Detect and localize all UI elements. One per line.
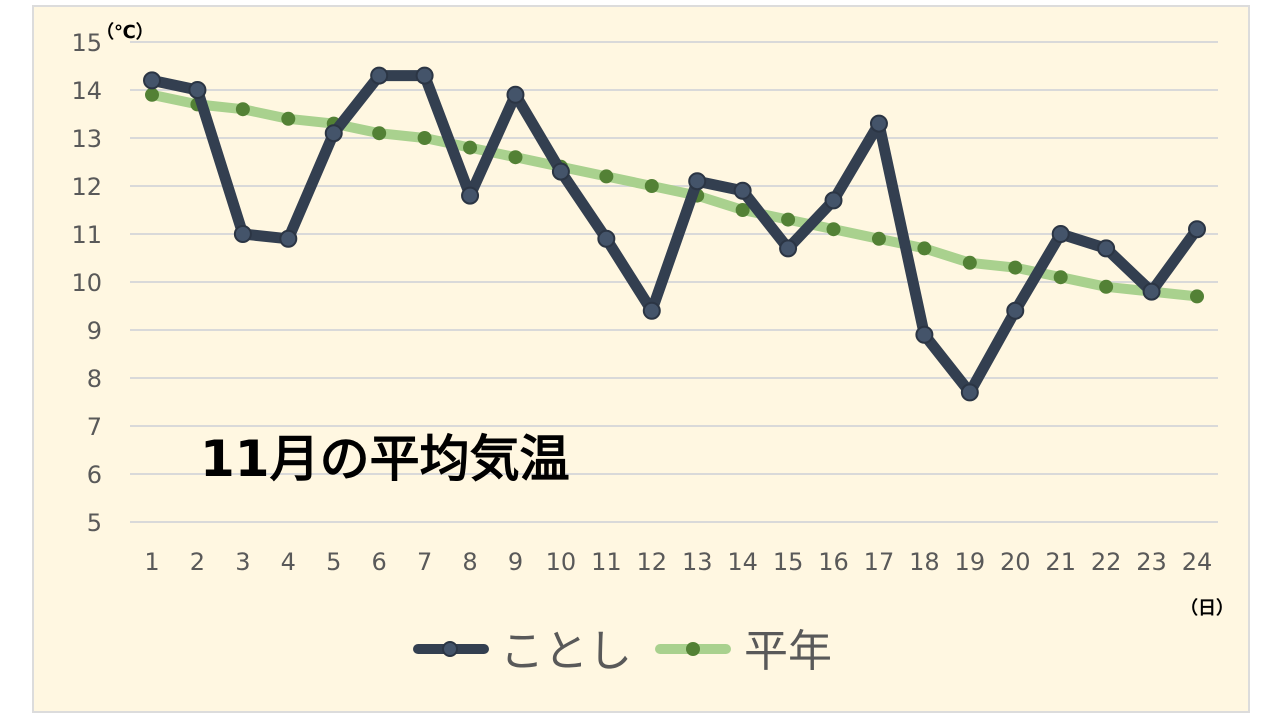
data-point-1 <box>871 231 886 246</box>
data-point-0 <box>461 186 480 205</box>
data-point-0 <box>824 191 843 210</box>
x-tick-label: 8 <box>462 548 477 576</box>
legend-marker-heinen <box>686 642 700 656</box>
chart-title: 11月の平均気温 <box>200 430 570 488</box>
x-tick-label: 15 <box>773 548 804 576</box>
data-point-0 <box>506 85 525 104</box>
x-tick-label: 12 <box>637 548 668 576</box>
data-point-1 <box>1099 279 1114 294</box>
data-point-0 <box>1006 301 1025 320</box>
y-tick-label: 5 <box>87 509 102 537</box>
x-tick-label: 1 <box>144 548 159 576</box>
y-tick-label: 8 <box>87 365 102 393</box>
data-point-1 <box>417 131 432 145</box>
data-point-1 <box>962 255 977 270</box>
x-tick-label: 6 <box>372 548 387 576</box>
data-point-0 <box>370 66 389 85</box>
y-unit-label: （℃） <box>96 22 154 43</box>
data-point-0 <box>324 124 343 143</box>
x-tick-label: 10 <box>546 548 577 576</box>
x-tick-label: 4 <box>281 548 296 576</box>
x-tick-label: 19 <box>955 548 986 576</box>
data-point-1 <box>781 212 796 227</box>
legend-label-kotoshi: ことし <box>500 626 632 677</box>
x-unit-label: （日） <box>1180 598 1234 619</box>
data-point-0 <box>143 71 161 90</box>
y-tick-label: 12 <box>71 173 102 201</box>
data-point-0 <box>869 114 888 133</box>
x-tick-label: 5 <box>326 548 341 576</box>
y-tick-label: 7 <box>87 413 102 441</box>
data-point-0 <box>915 325 934 344</box>
data-point-1 <box>735 203 750 217</box>
y-tick-label: 9 <box>87 317 102 345</box>
x-tick-label: 7 <box>417 548 432 576</box>
y-tick-label: 11 <box>71 221 102 249</box>
x-tick-label: 13 <box>682 548 713 576</box>
series-line-0 <box>146 70 1203 398</box>
x-tick-label: 9 <box>508 548 523 576</box>
data-point-0 <box>642 301 661 320</box>
data-point-1 <box>644 179 659 193</box>
y-tick-label: 14 <box>71 77 102 105</box>
data-point-1 <box>145 87 159 102</box>
data-point-1 <box>917 241 932 256</box>
data-point-1 <box>1190 289 1204 304</box>
data-point-0 <box>279 229 298 248</box>
data-point-1 <box>463 140 478 155</box>
legend-marker-kotoshi <box>442 641 458 657</box>
data-point-1 <box>372 126 387 141</box>
data-point-0 <box>1188 220 1206 239</box>
data-point-0 <box>1097 239 1116 258</box>
x-tick-label: 11 <box>591 548 622 576</box>
data-point-1 <box>235 102 250 117</box>
legend: ことし 平年 <box>413 626 832 677</box>
y-tick-label: 15 <box>71 29 102 57</box>
x-tick-label: 20 <box>1000 548 1031 576</box>
y-tick-label: 13 <box>71 125 102 153</box>
y-tick-label: 10 <box>71 269 102 297</box>
x-tick-label: 23 <box>1136 548 1167 576</box>
data-point-1 <box>1053 270 1068 285</box>
data-point-1 <box>599 169 614 184</box>
data-point-0 <box>551 162 570 181</box>
data-point-0 <box>1051 225 1070 243</box>
x-tick-label: 3 <box>235 548 250 576</box>
legend-label-heinen: 平年 <box>744 626 832 677</box>
data-point-1 <box>508 150 523 165</box>
x-tick-label: 18 <box>909 548 940 576</box>
data-point-1 <box>1008 260 1023 275</box>
x-tick-label: 14 <box>727 548 758 576</box>
data-point-0 <box>188 81 207 99</box>
x-tick-label: 2 <box>190 548 205 576</box>
x-tick-label: 16 <box>818 548 849 576</box>
data-point-1 <box>281 111 296 126</box>
y-tick-label: 6 <box>87 461 102 489</box>
data-point-1 <box>826 222 841 237</box>
data-point-0 <box>1142 282 1161 301</box>
series-line-1 <box>147 89 1202 302</box>
chart-panel <box>32 5 1250 713</box>
data-point-0 <box>233 225 252 243</box>
x-tick-label: 21 <box>1045 548 1076 576</box>
data-point-0 <box>960 383 979 402</box>
x-tick-label: 22 <box>1091 548 1122 576</box>
data-point-0 <box>688 172 707 191</box>
data-point-0 <box>415 66 434 85</box>
x-tick-label: 17 <box>864 548 895 576</box>
x-tick-label: 24 <box>1182 548 1213 576</box>
data-point-0 <box>779 239 798 258</box>
data-point-0 <box>597 229 616 248</box>
data-point-0 <box>733 181 752 200</box>
